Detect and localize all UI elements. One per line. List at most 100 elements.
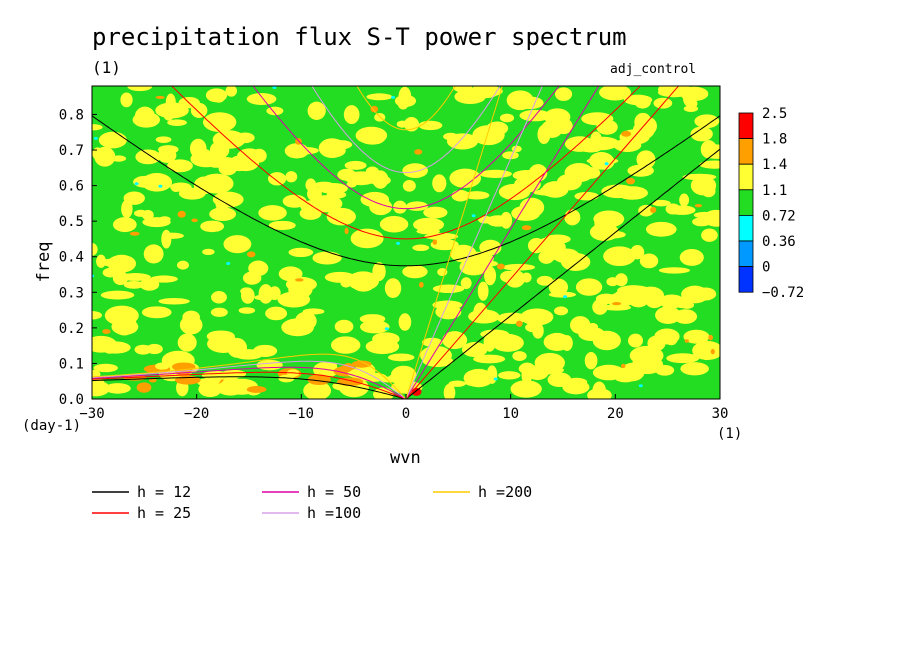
heatmap-cell: [680, 362, 709, 376]
heatmap-cell: [587, 388, 612, 399]
y-axis: 0.0 0.1 0.2 0.3 0.4 0.5 0.6 0.7 0.8: [59, 107, 97, 408]
heatmap-cell: [282, 194, 307, 208]
heatmap-cell: [248, 260, 269, 277]
heatmap-cell: [210, 307, 228, 317]
heatmap-cell: [443, 383, 456, 399]
heatmap-cell: [278, 374, 295, 383]
heatmap-cell: [506, 90, 534, 111]
heatmap-cell: [589, 152, 614, 170]
heatmap-cell: [521, 225, 532, 231]
heatmap-cell: [179, 315, 203, 335]
heatmap-cell: [413, 217, 444, 232]
heatmap-cell: [412, 244, 430, 252]
heatmap-cell: [682, 89, 697, 108]
heatmap-cell: [432, 174, 447, 193]
heatmap-cell: [575, 278, 603, 296]
chart-title: precipitation flux S-T power spectrum: [92, 23, 627, 51]
heatmap-cell: [422, 337, 443, 347]
heatmap-cell: [584, 351, 598, 370]
x-axis: −30 −20 −10 0 10 20 30: [79, 394, 728, 422]
heatmap-cell: [134, 182, 139, 186]
heatmap-cell: [226, 262, 231, 266]
heatmap-cell: [461, 342, 488, 358]
heatmap-cell: [268, 286, 281, 301]
colorbar-swatch: [738, 189, 754, 216]
heatmap-cell: [339, 385, 361, 394]
heatmap-cell: [202, 248, 215, 256]
heatmap-cell: [92, 274, 95, 278]
heatmap-cell: [343, 105, 360, 125]
heatmap-cell: [98, 131, 127, 149]
heatmap-cell: [92, 310, 102, 320]
heatmap-cell: [176, 260, 189, 270]
heatmap-cell: [628, 333, 643, 348]
heatmap-cell: [288, 247, 314, 258]
heatmap-cell: [121, 199, 133, 219]
dispersion-curve: [356, 86, 456, 131]
heatmap-cell: [366, 93, 393, 101]
heatmap-cell: [285, 171, 298, 183]
heatmap-cell: [710, 348, 715, 355]
dispersion-curve: [92, 353, 407, 399]
heatmap-cell: [449, 168, 482, 189]
heatmap-cell: [411, 387, 422, 396]
y-axis-units: (day-1): [22, 418, 81, 434]
heatmap-cell: [620, 362, 645, 382]
x-tick-label: −30: [79, 406, 104, 422]
heatmap-cell: [360, 191, 390, 208]
heatmap-cell: [701, 228, 718, 242]
heatmap-cell: [446, 133, 479, 150]
heatmap-cell: [252, 344, 278, 357]
heatmap-cell: [454, 89, 486, 105]
heatmap-cell: [102, 329, 111, 334]
heatmap-cell: [574, 191, 599, 201]
heatmap-cell: [647, 335, 666, 352]
dispersion-curve: [405, 86, 680, 399]
heatmap-cell: [502, 151, 519, 160]
colorbar: 2.5 1.8 1.4 1.1 0.72 0.36 0 −0.72: [738, 106, 804, 301]
heatmap-cell: [630, 245, 645, 260]
heatmap-cell: [563, 295, 568, 299]
heatmap-cell: [595, 230, 626, 239]
heatmap-cell: [197, 378, 214, 387]
heatmap-cell: [397, 97, 409, 110]
heatmap-cell: [212, 130, 246, 149]
heatmap-cell: [365, 339, 400, 355]
heatmap-cell: [690, 175, 717, 196]
legend-label: h = 12: [137, 483, 191, 501]
heatmap-cell: [516, 320, 523, 327]
heatmap-cell: [493, 377, 498, 381]
heatmap-cell: [419, 345, 452, 365]
x-tick-label: 0: [402, 406, 410, 422]
heatmap-cell: [554, 87, 573, 101]
heatmap-cell: [510, 380, 542, 398]
heatmap-cell: [463, 191, 490, 200]
heatmap-cell: [157, 147, 177, 163]
units-label: (1): [92, 58, 121, 77]
heatmap-cell: [596, 119, 618, 135]
heatmap-cell: [561, 335, 573, 351]
heatmap-cell: [170, 183, 182, 193]
heatmap-cell: [158, 216, 171, 223]
y-tick-label: 0.4: [59, 250, 84, 266]
x-axis-label: wvn: [390, 448, 421, 468]
heatmap-cell: [502, 263, 536, 271]
heatmap-cell: [155, 95, 165, 99]
heatmap-cell: [158, 184, 163, 188]
heatmap-cell: [694, 203, 702, 208]
heatmap-cell: [658, 267, 691, 274]
heatmap-cell: [161, 229, 172, 249]
dispersion-curve: [92, 376, 407, 399]
heatmap-cell: [365, 166, 380, 179]
heatmap-cell: [135, 149, 161, 165]
heatmap-cell: [337, 377, 364, 387]
colorbar-label: 1.1: [762, 183, 787, 199]
heatmap-cell: [683, 329, 710, 344]
heatmap-cell: [141, 209, 154, 221]
heatmap-cell: [592, 364, 625, 381]
heatmap-cell: [206, 330, 235, 343]
heatmap-cell: [450, 244, 477, 263]
heatmap-cell: [312, 251, 342, 265]
heatmap-cell: [359, 320, 390, 334]
colorbar-swatch: [738, 240, 754, 268]
